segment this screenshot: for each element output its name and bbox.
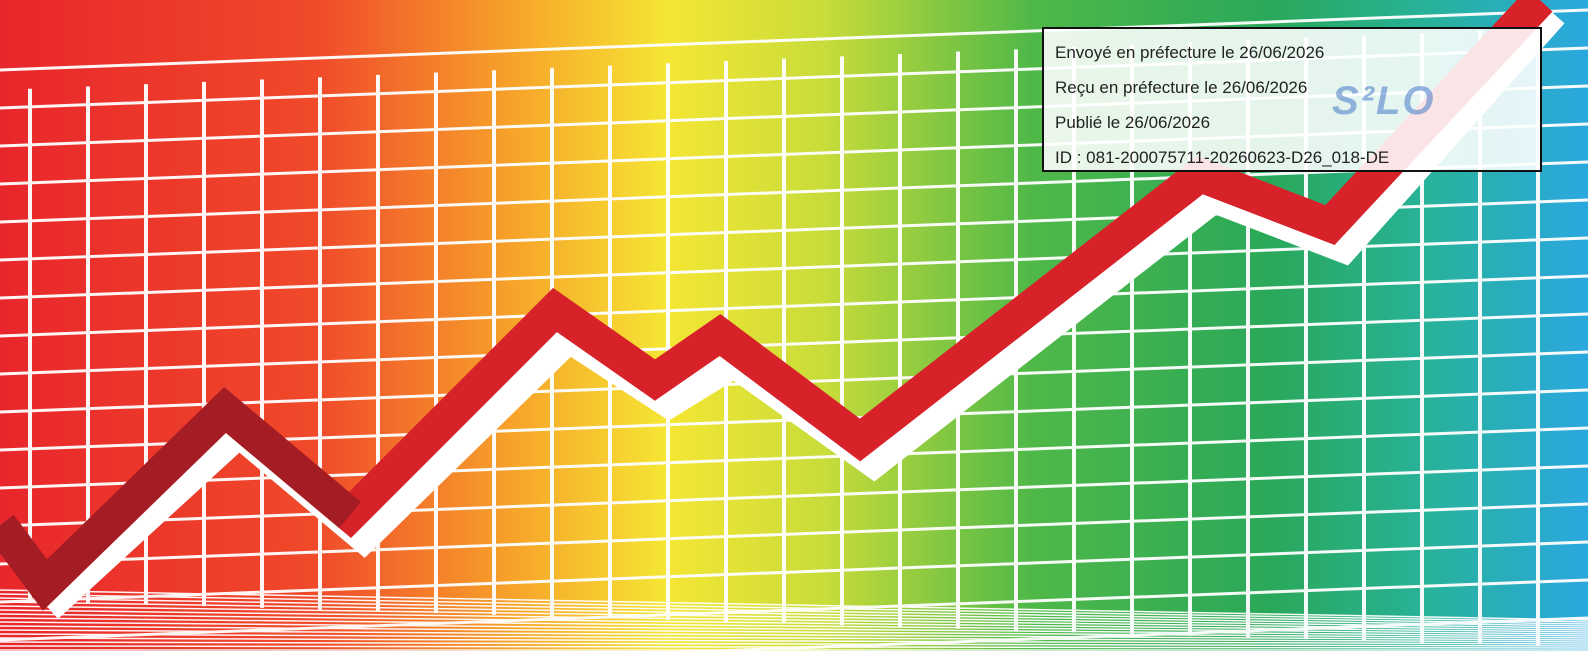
grid-line (674, 616, 1588, 651)
grid-line (0, 609, 1588, 631)
grid-line (0, 160, 1588, 224)
grid-line (0, 502, 1588, 566)
stamp-line: Reçu en préfecture le 26/06/2026 (1055, 78, 1308, 97)
grid-line (0, 605, 1588, 629)
grid-line (0, 540, 1588, 604)
grid-line (0, 464, 1588, 528)
grid-line (0, 641, 1588, 647)
grid-line (0, 312, 1588, 376)
grid-line (0, 426, 1588, 490)
grid-line (0, 597, 1588, 625)
grid-line (0, 625, 1588, 639)
grid-line (0, 578, 1588, 642)
stamp-line: Publié le 26/06/2026 (1055, 113, 1211, 132)
grid-line (0, 593, 1588, 623)
stamp-box: Envoyé en préfecture le 26/06/2026 Reçu … (1042, 27, 1542, 172)
stamp-line: ID : 081-200075711-20260623-D26_018-DE (1055, 148, 1390, 167)
grid-line (0, 629, 1588, 641)
grid-line (0, 613, 1588, 633)
grid-line (0, 621, 1588, 637)
stamp-line: Envoyé en préfecture le 26/06/2026 (1055, 43, 1325, 62)
grid-line (0, 617, 1588, 635)
grid-line (0, 637, 1588, 645)
grid-line (0, 8, 1588, 72)
grid-line (0, 645, 1588, 649)
logo: S²LO (1332, 79, 1436, 123)
grid-line (0, 601, 1588, 627)
grid-line (0, 274, 1588, 338)
grid-line (0, 633, 1588, 643)
grid-line (0, 589, 1588, 621)
